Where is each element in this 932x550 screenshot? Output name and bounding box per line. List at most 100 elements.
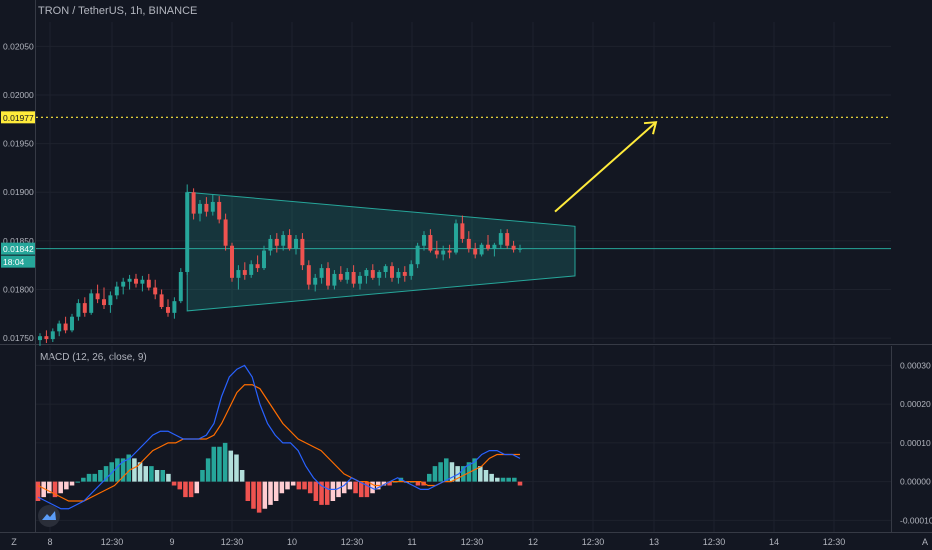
tradingview-logo-icon[interactable] [38, 505, 60, 527]
candle-body [108, 295, 113, 306]
candle-body [473, 248, 478, 255]
candle-body [114, 286, 119, 296]
macd-histogram-bar [415, 481, 421, 486]
price-tick-label: 0.01750 [3, 333, 34, 343]
candle-body [89, 293, 94, 313]
macd-histogram-bar [251, 481, 256, 509]
macd-histogram-bar [58, 481, 63, 494]
macd-histogram-bar [205, 458, 211, 482]
candle-body [262, 250, 266, 269]
macd-histogram-bar [194, 481, 200, 494]
macd-histogram-bar [449, 462, 455, 482]
candle-body [313, 277, 318, 285]
macd-histogram-bar [302, 481, 307, 490]
macd-histogram-bar [290, 481, 296, 486]
macd-histogram-bar [81, 477, 86, 482]
candle-body [390, 266, 394, 278]
macd-histogram-bar [137, 462, 143, 482]
macd-tick-label: 0.00020 [900, 399, 931, 409]
candle-body [121, 281, 126, 287]
candle-body [364, 270, 369, 276]
candle-body [434, 250, 439, 255]
target-price-tag-text: 0.01977 [3, 113, 34, 123]
macd-histogram-bar [341, 481, 347, 494]
price-tick-label: 0.02050 [3, 41, 34, 51]
macd-histogram-bar [143, 466, 149, 482]
macd-histogram-bar [444, 458, 449, 482]
candle-body [409, 264, 414, 276]
candle-body [338, 273, 343, 280]
time-tick-label: 12 [528, 537, 538, 547]
macd-histogram-bar [160, 470, 166, 482]
candle-body [492, 244, 497, 249]
macd-histogram-bar [109, 462, 114, 482]
macd-histogram-bar [115, 458, 120, 482]
macd-histogram-bar [188, 481, 194, 498]
macd-histogram-bar [296, 481, 302, 490]
candle-body [185, 192, 190, 272]
time-tick-label: 9 [169, 537, 174, 547]
candle-body [230, 245, 234, 278]
macd-tick-label: 0.00000 [900, 477, 931, 487]
candle-body [466, 238, 471, 249]
breakout-arrow-head [643, 121, 658, 135]
macd-histogram-bar [149, 466, 154, 482]
macd-histogram-bar [69, 481, 75, 486]
macd-histogram-bar [64, 481, 69, 490]
candle-body [57, 323, 62, 332]
candle-body [198, 203, 202, 214]
macd-histogram-bar [126, 454, 131, 482]
macd-histogram-bar [132, 458, 137, 482]
candle-body [153, 287, 158, 295]
macd-histogram-bar [500, 477, 506, 482]
time-tick-label: 14 [769, 537, 779, 547]
target-price-tag-bg [1, 111, 35, 124]
macd-histogram-bar [495, 477, 500, 482]
candle-body [236, 270, 241, 278]
candle-body [102, 299, 106, 306]
macd-histogram-bar [285, 481, 290, 490]
time-tick-label: 12:30 [101, 537, 124, 547]
candle-body [159, 294, 164, 308]
macd-histogram-bar [75, 481, 80, 483]
macd-histogram-bar [489, 473, 494, 482]
candle-body [326, 268, 330, 286]
candle-body [447, 250, 452, 253]
candle-body [249, 264, 254, 275]
candle-body [82, 303, 87, 313]
macd-histogram-bar [239, 470, 245, 482]
macd-histogram-bar [183, 481, 188, 498]
candle-body [460, 223, 465, 239]
macd-histogram-bar [324, 481, 330, 505]
macd-tick-label: 0.00010 [900, 438, 931, 448]
time-tick-label: 10 [287, 537, 297, 547]
macd-histogram-bar [336, 481, 341, 498]
macd-histogram-bar [103, 466, 109, 482]
candle-body [511, 245, 516, 250]
macd-histogram-bar [461, 466, 466, 482]
macd-histogram-bar [222, 442, 228, 482]
candle-body [178, 271, 183, 302]
candle-body [50, 331, 55, 340]
macd-histogram-bar [120, 458, 126, 482]
candle-body [281, 235, 286, 246]
countdown-tag-text: 18:04 [3, 257, 25, 267]
candle-body [191, 192, 196, 214]
time-tick-label: 12:30 [582, 537, 605, 547]
candle-body [294, 238, 298, 249]
candle-body [268, 238, 273, 251]
macd-histogram-bar [41, 481, 46, 498]
macd-histogram-bar [432, 466, 438, 482]
candle-body [332, 273, 337, 286]
candle-body [505, 233, 510, 246]
countdown-tag: 18:04 [1, 255, 35, 268]
chart-title: TRON / TetherUS, 1h, BINANCE [38, 5, 198, 17]
candle-body [242, 270, 247, 275]
macd-histogram-bar [517, 481, 523, 486]
candle-body [428, 235, 433, 251]
macd-histogram-bar [177, 481, 183, 490]
candle-body [479, 244, 484, 255]
candle-body [217, 201, 222, 220]
